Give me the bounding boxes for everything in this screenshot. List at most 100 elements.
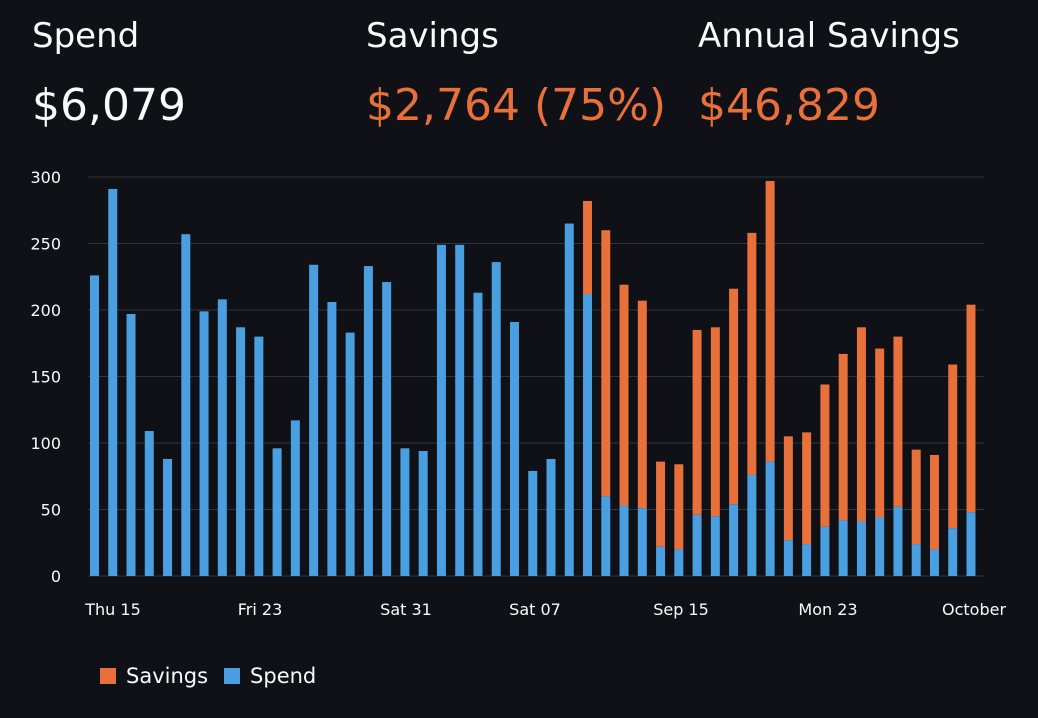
x-tick-label: Sep 15 xyxy=(653,600,709,619)
bar-savings[interactable] xyxy=(893,336,903,507)
bar-spend[interactable] xyxy=(126,313,136,576)
bar-spend[interactable] xyxy=(309,264,319,576)
metric-annual-savings: Annual Savings $46,829 xyxy=(698,14,960,134)
y-tick-label: 0 xyxy=(51,567,61,586)
y-tick-label: 50 xyxy=(41,501,61,520)
bar-savings[interactable] xyxy=(948,364,958,529)
bar-spend[interactable] xyxy=(619,505,629,576)
bar-spend[interactable] xyxy=(674,549,684,576)
legend-swatch-spend xyxy=(224,668,241,684)
y-tick-label: 250 xyxy=(30,235,61,254)
bar-savings[interactable] xyxy=(619,284,629,506)
x-tick-label: Sat 07 xyxy=(509,600,561,619)
bar-savings[interactable] xyxy=(966,304,976,513)
legend-swatch-savings xyxy=(100,668,116,684)
bar-spend[interactable] xyxy=(911,544,921,576)
x-tick-label: Fri 23 xyxy=(238,600,283,619)
bar-spend[interactable] xyxy=(400,448,410,576)
bar-savings[interactable] xyxy=(656,461,666,547)
bar-savings[interactable] xyxy=(674,464,684,550)
bar-spend[interactable] xyxy=(929,549,939,576)
bar-spend[interactable] xyxy=(455,244,465,576)
bar-spend[interactable] xyxy=(893,506,903,576)
legend-label-savings: Savings xyxy=(126,664,209,688)
bar-spend[interactable] xyxy=(546,458,556,576)
metric-savings-label: Savings xyxy=(366,16,499,56)
bar-savings[interactable] xyxy=(929,454,939,550)
bar-savings[interactable] xyxy=(729,288,739,505)
bar-spend[interactable] xyxy=(236,327,246,576)
bar-savings[interactable] xyxy=(875,348,885,518)
bar-savings[interactable] xyxy=(856,327,866,522)
bar-savings[interactable] xyxy=(838,353,848,521)
bar-spend[interactable] xyxy=(692,514,702,576)
bar-spend[interactable] xyxy=(290,420,300,576)
bar-spend[interactable] xyxy=(875,517,885,576)
bar-spend[interactable] xyxy=(272,448,282,576)
metric-savings-value: $2,764 (75%) xyxy=(366,80,667,131)
legend-item-spend[interactable]: Spend xyxy=(224,664,316,688)
x-tick-label: Thu 15 xyxy=(84,600,141,619)
bar-spend[interactable] xyxy=(327,302,337,576)
bar-spend[interactable] xyxy=(382,282,392,576)
y-tick-label: 150 xyxy=(30,368,61,387)
x-tick-label: Sat 31 xyxy=(380,600,432,619)
bar-spend[interactable] xyxy=(838,520,848,576)
bar-savings[interactable] xyxy=(583,200,593,295)
bar-spend[interactable] xyxy=(418,450,428,576)
bar-spend[interactable] xyxy=(345,332,355,576)
bar-spend[interactable] xyxy=(363,266,373,576)
bar-spend[interactable] xyxy=(583,294,593,576)
bar-savings[interactable] xyxy=(710,327,720,517)
bar-savings[interactable] xyxy=(802,432,812,545)
bar-spend[interactable] xyxy=(601,496,611,576)
bar-spend[interactable] xyxy=(564,223,574,577)
bar-spend[interactable] xyxy=(656,546,666,576)
bar-savings[interactable] xyxy=(637,300,647,509)
bar-savings[interactable] xyxy=(692,329,702,515)
chart-legend: Savings Spend xyxy=(100,664,332,688)
x-tick-label: October xyxy=(942,600,1006,619)
bar-spend[interactable] xyxy=(729,504,739,576)
bar-spend[interactable] xyxy=(783,540,793,576)
metric-spend: Spend $6,079 xyxy=(32,14,186,134)
bar-spend[interactable] xyxy=(948,528,958,576)
bar-spend[interactable] xyxy=(144,431,154,576)
bar-spend[interactable] xyxy=(509,321,519,576)
metric-annual-savings-label: Annual Savings xyxy=(698,16,960,56)
bar-spend[interactable] xyxy=(820,526,830,576)
bar-savings[interactable] xyxy=(601,230,611,497)
bar-spend[interactable] xyxy=(710,516,720,576)
bar-spend[interactable] xyxy=(528,470,538,576)
bar-savings[interactable] xyxy=(820,384,830,527)
bar-spend[interactable] xyxy=(436,244,446,576)
x-tick-label: Mon 23 xyxy=(798,600,857,619)
bar-savings[interactable] xyxy=(911,449,921,545)
bar-spend[interactable] xyxy=(217,299,227,576)
bar-spend[interactable] xyxy=(802,544,812,576)
bar-savings[interactable] xyxy=(783,436,793,541)
bar-spend[interactable] xyxy=(199,311,209,576)
bar-spend[interactable] xyxy=(90,275,99,576)
legend-item-savings[interactable]: Savings xyxy=(100,664,208,688)
bar-spend[interactable] xyxy=(856,521,866,576)
y-tick-label: 200 xyxy=(30,301,61,320)
bar-spend[interactable] xyxy=(473,292,483,576)
bar-spend[interactable] xyxy=(163,458,173,576)
bar-spend[interactable] xyxy=(108,188,118,576)
stacked-bar-chart: 0 50 100 150 200 250 300 Thu 15 Fri 23 Sat 31 Sat … xyxy=(30,168,1006,619)
legend-label-spend: Spend xyxy=(250,664,317,688)
bar-savings[interactable] xyxy=(747,232,757,475)
bar-spend[interactable] xyxy=(747,474,757,576)
metric-spend-label: Spend xyxy=(32,16,140,56)
bar-spend[interactable] xyxy=(181,234,191,576)
bar-spend[interactable] xyxy=(966,512,976,576)
metric-spend-value: $6,079 xyxy=(32,80,186,131)
bar-savings[interactable] xyxy=(765,180,775,462)
bar-spend[interactable] xyxy=(765,461,775,576)
metric-annual-savings-value: $46,829 xyxy=(698,80,880,131)
bar-spend[interactable] xyxy=(254,336,264,576)
bar-spend[interactable] xyxy=(637,508,647,576)
metric-savings: Savings $2,764 (75%) xyxy=(366,14,666,134)
bar-spend[interactable] xyxy=(491,262,501,576)
